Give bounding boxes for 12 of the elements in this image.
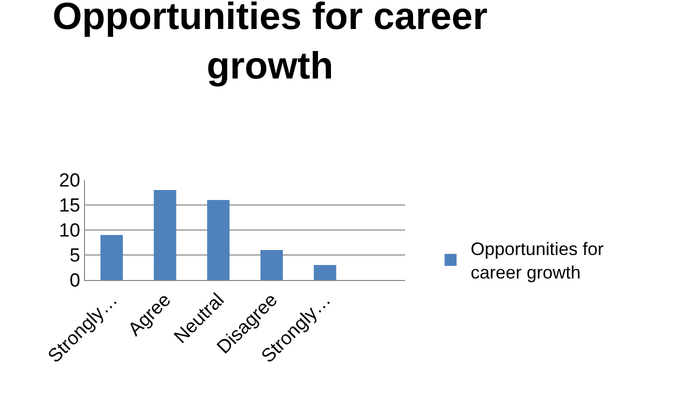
y-tick-label: 10: [59, 220, 80, 242]
bar: [154, 190, 176, 280]
y-tick-label: 5: [70, 246, 80, 267]
y-tick-label: 0: [70, 270, 80, 292]
bar: [314, 265, 336, 280]
y-tick-label: 20: [59, 170, 80, 192]
y-tick-label: 15: [59, 196, 80, 217]
bar: [207, 200, 230, 280]
bar: [260, 250, 283, 280]
bar: [100, 235, 123, 280]
chart-title: Opportunities for career growth: [52, 0, 488, 88]
legend-label: Opportunities for career growth: [470, 239, 604, 283]
